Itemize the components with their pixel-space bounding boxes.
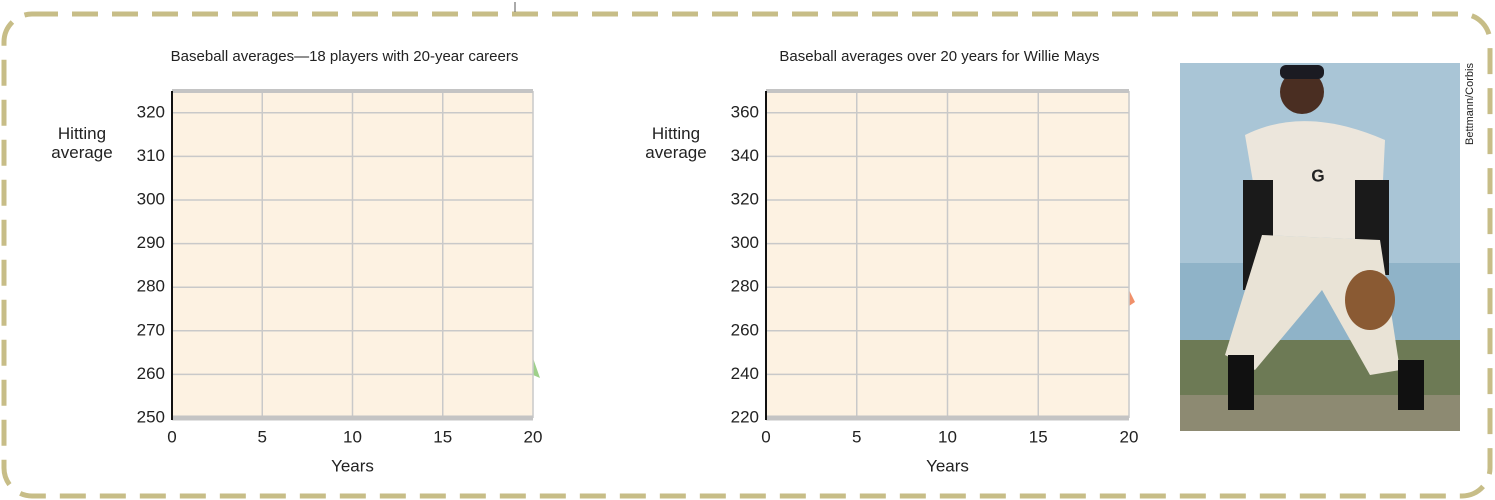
y-tick-label: 220 bbox=[731, 407, 759, 426]
y-tick-label: 300 bbox=[731, 233, 759, 252]
y-tick-label: 340 bbox=[731, 146, 759, 165]
y-tick-label: 320 bbox=[137, 102, 165, 121]
y-tick-label: 260 bbox=[137, 364, 165, 383]
y-axis-label: Hitting average bbox=[51, 124, 113, 162]
y-tick-label: 320 bbox=[731, 189, 759, 208]
y-tick-label: 300 bbox=[137, 189, 165, 208]
decoration bbox=[1129, 290, 1135, 306]
y-tick-label: 280 bbox=[731, 277, 759, 296]
y-tick-label: 360 bbox=[731, 102, 759, 121]
x-tick-label: 0 bbox=[761, 427, 770, 446]
x-tick-label: 10 bbox=[343, 427, 362, 446]
x-tick-label: 15 bbox=[1029, 427, 1048, 446]
x-tick-label: 5 bbox=[258, 427, 267, 446]
y-tick-label: 290 bbox=[137, 233, 165, 252]
chart-title: Baseball averages—18 players with 20-yea… bbox=[171, 48, 519, 65]
dashed-border bbox=[1, 11, 1493, 499]
x-tick-label: 20 bbox=[1120, 427, 1139, 446]
y-tick-label: 280 bbox=[137, 277, 165, 296]
svg-text:G: G bbox=[1311, 166, 1326, 186]
y-axis-label: Hitting average bbox=[645, 124, 707, 162]
y-tick-label: 240 bbox=[731, 364, 759, 383]
y-tick-label: 270 bbox=[137, 320, 165, 339]
y-tick-label: 260 bbox=[731, 320, 759, 339]
x-tick-label: 20 bbox=[524, 427, 543, 446]
decoration bbox=[533, 358, 540, 378]
photo-credit: Bettmann/Corbis bbox=[1464, 63, 1476, 145]
y-axis-label-box: Hitting average bbox=[51, 124, 113, 162]
y-tick-label: 250 bbox=[137, 407, 165, 426]
chart-title: Baseball averages over 20 years for Will… bbox=[779, 48, 1099, 65]
photo: G bbox=[1180, 63, 1460, 431]
y-axis-label-box: Hitting average bbox=[645, 124, 707, 162]
x-axis-label: Years bbox=[331, 456, 374, 475]
x-tick-label: 0 bbox=[167, 427, 176, 446]
y-tick-label: 310 bbox=[137, 146, 165, 165]
x-axis-label: Years bbox=[926, 456, 969, 475]
x-tick-label: 5 bbox=[852, 427, 861, 446]
x-tick-label: 10 bbox=[938, 427, 957, 446]
x-tick-label: 15 bbox=[433, 427, 452, 446]
